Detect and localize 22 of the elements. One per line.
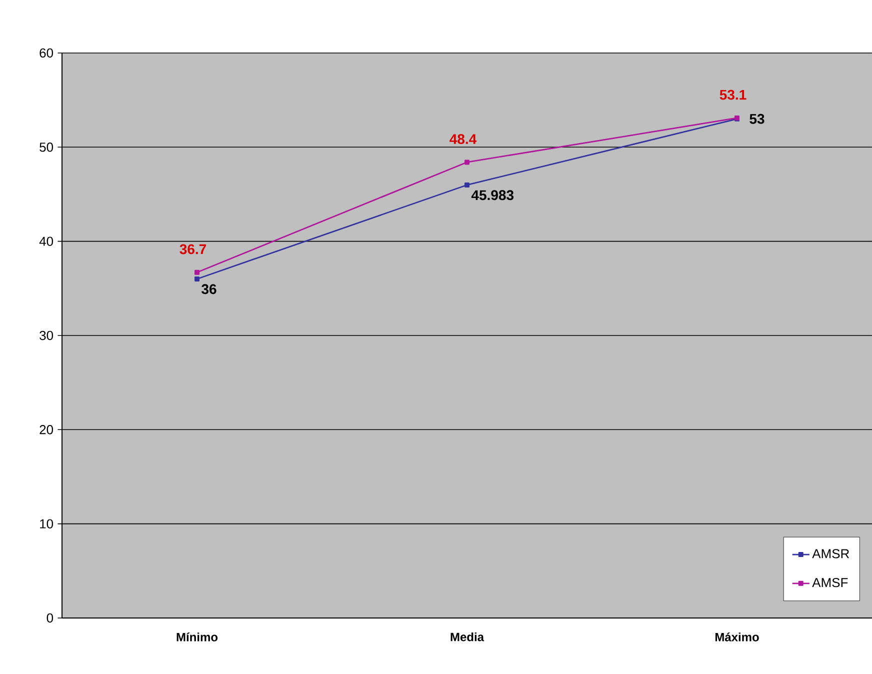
data-label: 48.4: [450, 134, 477, 144]
data-label: 36: [202, 284, 216, 294]
y-tick-label: 10: [40, 519, 54, 528]
x-tick-label: Media: [450, 632, 484, 642]
y-tick-label: 40: [39, 236, 54, 246]
x-tick-label: Máximo: [715, 632, 759, 642]
y-tick-label: 50: [40, 142, 54, 152]
point: [194, 276, 200, 282]
legend-label: AMSF: [812, 578, 848, 588]
y-tick-label: 30: [40, 330, 54, 340]
point: [464, 182, 470, 188]
data-label: 36.7: [180, 244, 206, 254]
data-label: 53.1: [720, 90, 746, 100]
y-tick-label: 60: [40, 48, 54, 58]
x-tick-label: Mínimo: [176, 632, 218, 642]
point: [464, 160, 470, 165]
y-tick-label: 20: [40, 425, 54, 434]
legend-label: AMSR: [812, 549, 850, 558]
data-label: 53: [750, 114, 764, 124]
point: [194, 270, 200, 275]
data-label: 45.983: [471, 190, 514, 200]
y-tick-label: 0: [46, 613, 54, 623]
